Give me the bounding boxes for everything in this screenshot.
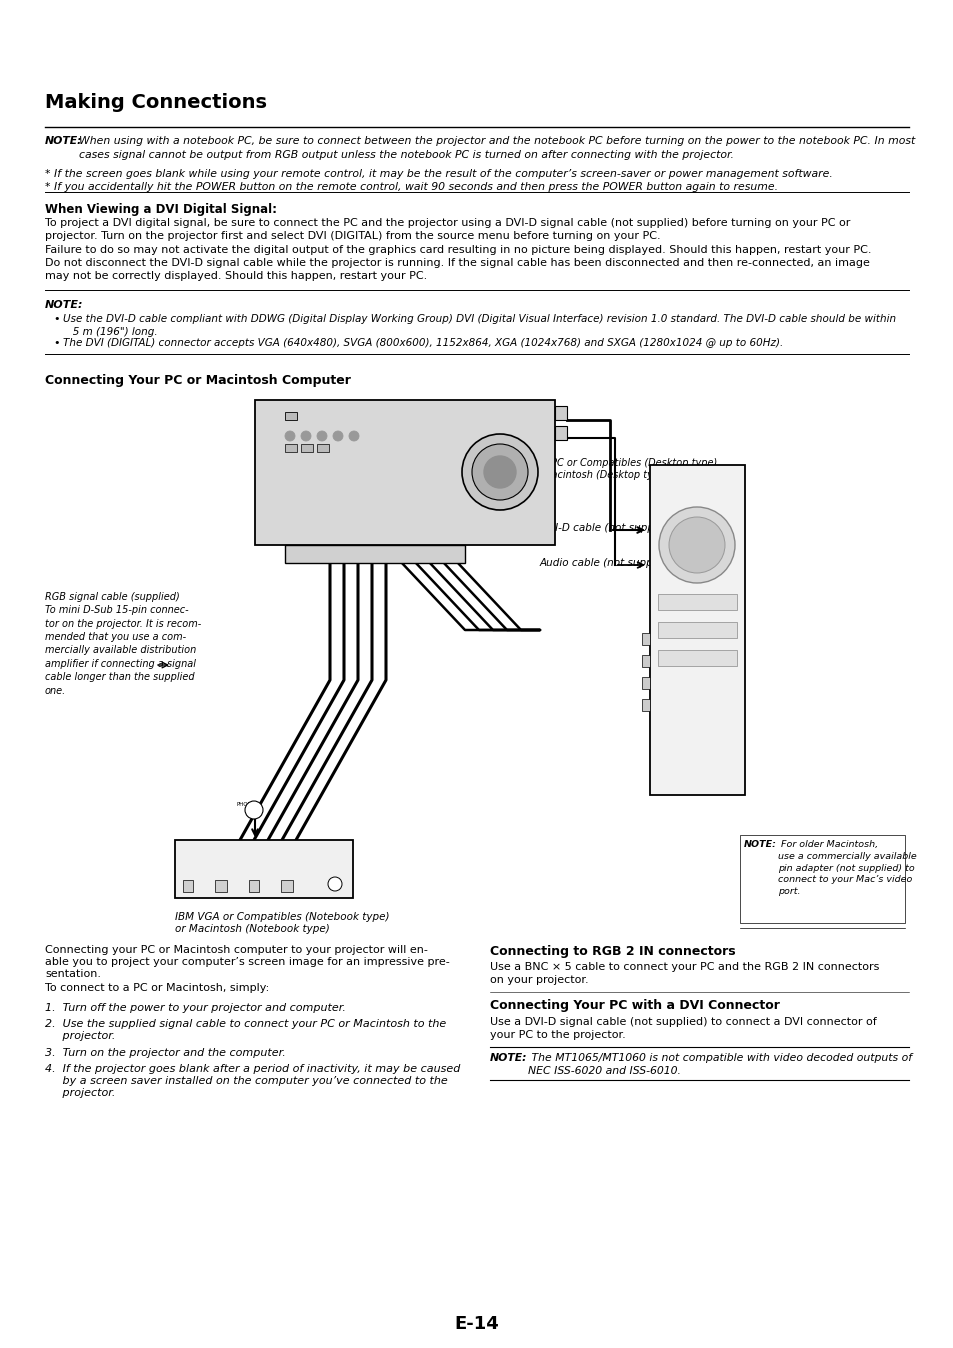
Bar [658, 621, 737, 638]
Circle shape [245, 801, 263, 820]
Text: •: • [53, 314, 59, 324]
Bar [649, 465, 744, 795]
Bar [641, 655, 649, 667]
Text: projector.: projector. [45, 1088, 115, 1099]
Text: When using with a notebook PC, be sure to connect between the projector and the : When using with a notebook PC, be sure t… [79, 136, 914, 159]
Text: RGB 1 IN: RGB 1 IN [260, 443, 300, 453]
Text: DVI-D cable (not supplied): DVI-D cable (not supplied) [539, 523, 676, 532]
Circle shape [668, 518, 724, 573]
Bar [285, 545, 464, 563]
Circle shape [461, 434, 537, 510]
Bar [740, 834, 904, 923]
Circle shape [483, 456, 516, 488]
Text: 2.  Use the supplied signal cable to connect your PC or Macintosh to the: 2. Use the supplied signal cable to conn… [45, 1019, 446, 1029]
Text: IBM VGA or Compatibles (Notebook type)
or Macintosh (Notebook type): IBM VGA or Compatibles (Notebook type) o… [174, 913, 389, 934]
Text: E-14: E-14 [455, 1316, 498, 1333]
Bar [285, 412, 296, 421]
Bar [316, 443, 329, 452]
Bar [285, 443, 296, 452]
Text: PHONE: PHONE [316, 892, 334, 898]
Circle shape [349, 431, 358, 441]
Bar [301, 443, 313, 452]
Text: Failure to do so may not activate the digital output of the graphics card result: Failure to do so may not activate the di… [45, 245, 871, 255]
Text: Making Connections: Making Connections [45, 93, 267, 112]
Text: •: • [53, 338, 59, 348]
Bar [641, 634, 649, 644]
Bar [641, 700, 649, 710]
Text: To project a DVI digital signal, be sure to connect the PC and the projector usi: To project a DVI digital signal, be sure… [45, 218, 849, 241]
Text: Connecting to RGB 2 IN connectors: Connecting to RGB 2 IN connectors [490, 945, 735, 958]
Text: 1.  Turn off the power to your projector and computer.: 1. Turn off the power to your projector … [45, 1003, 346, 1012]
Text: * If you accidentally hit the POWER button on the remote control, wait 90 second: * If you accidentally hit the POWER butt… [45, 182, 778, 191]
Text: NOTE:: NOTE: [45, 136, 82, 146]
Text: PHONE: PHONE [236, 802, 255, 807]
Text: RGB 2 IN: RGB 2 IN [260, 429, 300, 437]
Text: When Viewing a DVI Digital Signal:: When Viewing a DVI Digital Signal: [45, 204, 276, 216]
Text: by a screen saver installed on the computer you’ve connected to the: by a screen saver installed on the compu… [45, 1076, 447, 1086]
Circle shape [333, 431, 343, 441]
Bar [641, 677, 649, 689]
Text: * If the screen goes blank while using your remote control, it may be the result: * If the screen goes blank while using y… [45, 168, 832, 179]
Text: 4.  If the projector goes blank after a period of inactivity, it may be caused: 4. If the projector goes blank after a p… [45, 1064, 460, 1074]
Bar [555, 426, 566, 439]
Bar [249, 880, 258, 892]
Bar [183, 880, 193, 892]
Text: NOTE:: NOTE: [45, 301, 84, 310]
Bar [555, 406, 566, 421]
Circle shape [285, 431, 294, 441]
Text: NOTE:: NOTE: [743, 840, 776, 849]
Circle shape [328, 878, 341, 891]
Text: For older Macintosh,
use a commercially available
pin adapter (not supplied) to
: For older Macintosh, use a commercially … [778, 840, 916, 896]
Bar [658, 594, 737, 611]
Text: able you to project your computer’s screen image for an impressive pre-: able you to project your computer’s scre… [45, 957, 449, 967]
Text: To connect to a PC or Macintosh, simply:: To connect to a PC or Macintosh, simply: [45, 983, 269, 993]
Text: projector.: projector. [45, 1031, 115, 1041]
Bar [174, 840, 353, 898]
Circle shape [659, 507, 734, 582]
Bar [658, 650, 737, 666]
Bar [281, 880, 293, 892]
Text: Connecting Your PC or Macintosh Computer: Connecting Your PC or Macintosh Computer [45, 373, 351, 387]
Text: 3.  Turn on the projector and the computer.: 3. Turn on the projector and the compute… [45, 1047, 286, 1058]
Text: The DVI (DIGITAL) connector accepts VGA (640x480), SVGA (800x600), 1152x864, XGA: The DVI (DIGITAL) connector accepts VGA … [63, 338, 782, 348]
Circle shape [316, 431, 327, 441]
Text: Connecting Your PC with a DVI Connector: Connecting Your PC with a DVI Connector [490, 999, 779, 1012]
Text: Connecting your PC or Macintosh computer to your projector will en-: Connecting your PC or Macintosh computer… [45, 945, 428, 954]
Text: NOTE:: NOTE: [490, 1053, 527, 1064]
Text: RGB signal cable (supplied)
To mini D-Sub 15-pin connec-
tor on the projector. I: RGB signal cable (supplied) To mini D-Su… [45, 592, 201, 696]
Text: IBM PC or Compatibles (Desktop type)
or Macintosh (Desktop type): IBM PC or Compatibles (Desktop type) or … [530, 458, 717, 480]
Text: Do not disconnect the DVI-D signal cable while the projector is running. If the : Do not disconnect the DVI-D signal cable… [45, 257, 869, 282]
Text: The MT1065/MT1060 is not compatible with video decoded outputs of
NEC ISS-6020 a: The MT1065/MT1060 is not compatible with… [527, 1053, 911, 1076]
Text: Audio cable (not supplied): Audio cable (not supplied) [539, 558, 676, 568]
Bar [214, 880, 227, 892]
Circle shape [301, 431, 311, 441]
Circle shape [472, 443, 527, 500]
Text: Use a DVI-D signal cable (not supplied) to connect a DVI connector of
your PC to: Use a DVI-D signal cable (not supplied) … [490, 1016, 876, 1041]
Text: Use the DVI-D cable compliant with DDWG (Digital Display Working Group) DVI (Dig: Use the DVI-D cable compliant with DDWG … [63, 314, 895, 337]
Text: sentation.: sentation. [45, 969, 101, 979]
Text: DVI IN: DVI IN [260, 414, 288, 423]
Bar [254, 400, 555, 545]
Text: Use a BNC × 5 cable to connect your PC and the RGB 2 IN connectors
on your proje: Use a BNC × 5 cable to connect your PC a… [490, 962, 879, 985]
